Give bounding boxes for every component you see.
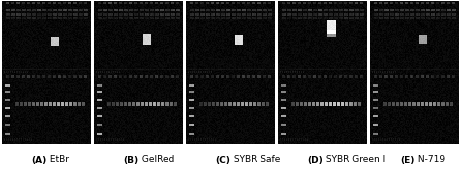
Text: (B): (B) [124, 156, 138, 164]
Text: N-719: N-719 [414, 156, 445, 164]
Text: GelRed: GelRed [138, 156, 174, 164]
Text: (A): (A) [31, 156, 46, 164]
Text: (E): (E) [400, 156, 414, 164]
Text: SYBR Safe: SYBR Safe [231, 156, 280, 164]
Text: EtBr: EtBr [46, 156, 69, 164]
Text: (D): (D) [307, 156, 323, 164]
Text: (C): (C) [216, 156, 231, 164]
Text: SYBR Green I: SYBR Green I [323, 156, 385, 164]
